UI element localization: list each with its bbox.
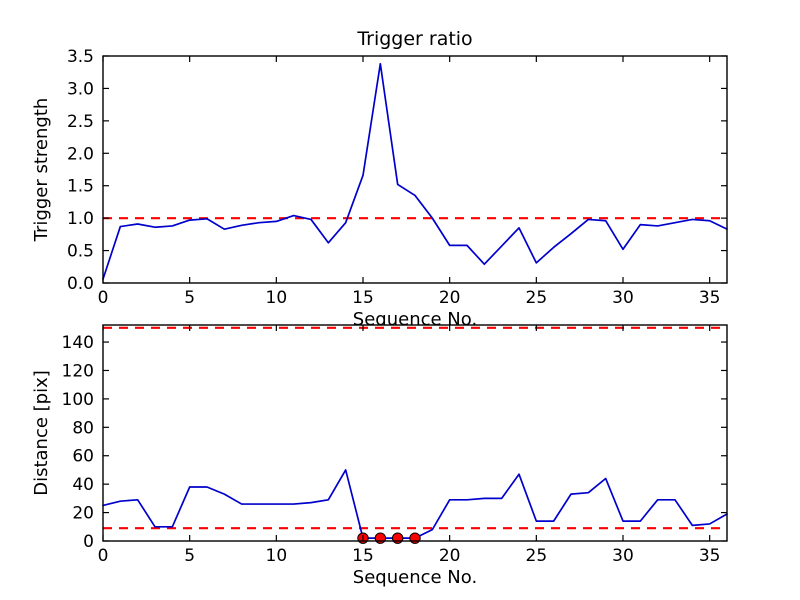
xtick-label-trigger-ratio-3: 15 (352, 288, 374, 308)
data-series-trigger-ratio-0 (102, 62, 728, 280)
xtick-label-distance-4: 20 (439, 546, 461, 566)
xtick-label-distance-3: 15 (352, 546, 374, 566)
ytick-label-trigger-ratio-5: 2.5 (67, 112, 94, 132)
xtick-label-distance-2: 10 (266, 546, 288, 566)
ytick-label-trigger-ratio-3: 1.5 (67, 177, 94, 197)
axes-trigger-ratio: 0 5 10 15 20 25 30 350.00.51.01.52.02.53.03.5Se… (31, 28, 728, 330)
ytick-label-trigger-ratio-0: 0.0 (67, 274, 94, 294)
ytick-label-distance-1: 20 (72, 504, 94, 524)
xtick-label-trigger-ratio-6: 30 (612, 288, 634, 308)
axes-frame-distance (102, 324, 728, 542)
xtick-label-trigger-ratio-1: 5 (184, 288, 195, 308)
xtick-label-trigger-ratio-2: 10 (266, 288, 288, 308)
ytick-label-trigger-ratio-4: 2.0 (67, 144, 94, 164)
xtick-label-trigger-ratio-5: 25 (526, 288, 548, 308)
xtick-label-distance-0: 0 (98, 546, 109, 566)
plot-area-trigger-ratio (103, 56, 727, 283)
ytick-label-distance-0: 0 (83, 532, 94, 552)
xtick-label-trigger-ratio-0: 0 (98, 288, 109, 308)
ytick-label-distance-6: 120 (62, 361, 94, 381)
ytick-label-trigger-ratio-6: 3.0 (67, 79, 94, 99)
ytick-label-trigger-ratio-1: 0.5 (67, 242, 94, 262)
ytick-label-distance-7: 140 (62, 333, 94, 353)
xtick-label-distance-5: 25 (526, 546, 548, 566)
ytick-label-distance-4: 80 (72, 418, 94, 438)
ytick-label-distance-3: 60 (72, 447, 94, 467)
yaxis-label-trigger-ratio: Trigger strength (31, 98, 52, 243)
xtick-label-distance-7: 35 (699, 546, 721, 566)
ytick-label-trigger-ratio-7: 3.5 (67, 47, 94, 67)
xaxis-label-distance: Sequence No. (353, 567, 477, 588)
xtick-label-distance-6: 30 (612, 546, 634, 566)
marker-point-2[interactable] (391, 532, 404, 544)
chart-title-trigger-ratio: Trigger ratio (356, 28, 472, 50)
ytick-label-distance-5: 100 (62, 390, 94, 410)
axes-distance: 0 5 10 15 20 25 30 35 0 20 40 60 80 100 120 140 Sequence… (31, 324, 728, 588)
xtick-label-distance-1: 5 (184, 546, 195, 566)
ytick-label-trigger-ratio-2: 1.0 (67, 209, 94, 229)
axes-frame-trigger-ratio (102, 55, 728, 284)
marker-point-1[interactable] (374, 532, 387, 544)
xtick-label-trigger-ratio-7: 35 (699, 288, 721, 308)
ytick-label-distance-2: 40 (72, 475, 94, 495)
yaxis-label-distance: Distance [pix] (31, 370, 52, 496)
xtick-label-trigger-ratio-4: 20 (439, 288, 461, 308)
marker-point-3[interactable] (409, 532, 421, 544)
plot-area-distance (103, 325, 727, 541)
